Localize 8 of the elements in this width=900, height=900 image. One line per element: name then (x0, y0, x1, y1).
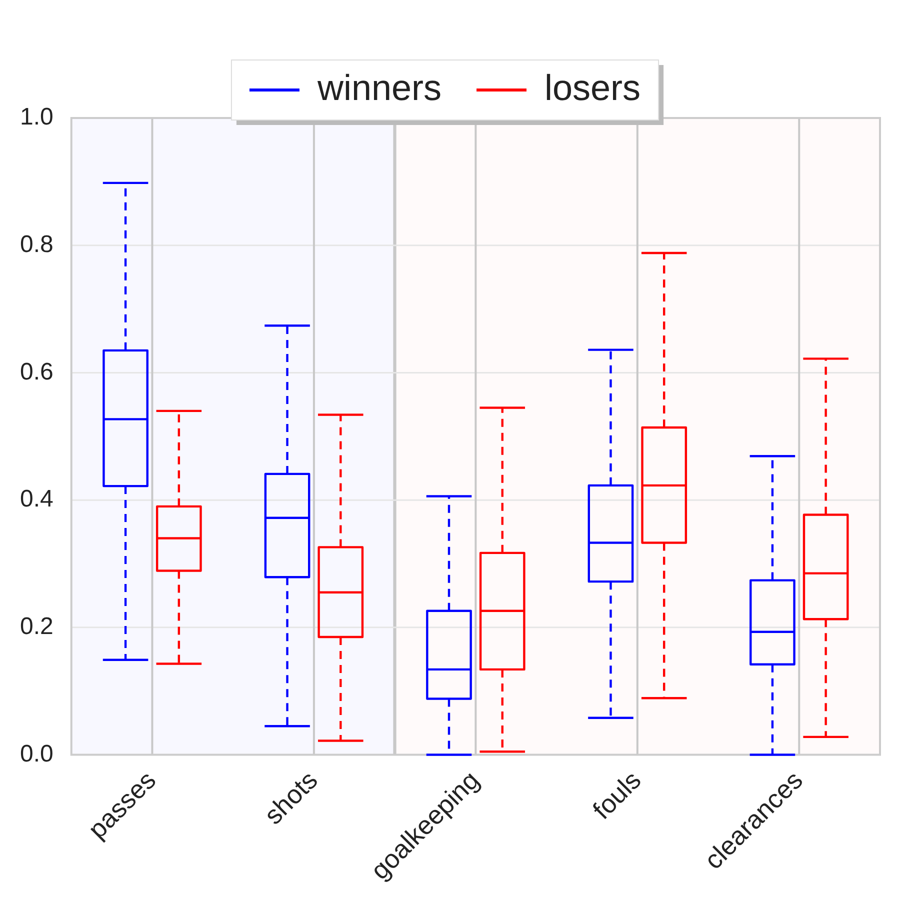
y-tick-label: 0.6 (20, 358, 54, 386)
y-tick-label: 0.8 (20, 230, 54, 258)
y-tick-label: 0.4 (20, 486, 54, 513)
legend-label: winners (316, 66, 442, 108)
y-tick-label: 0.0 (20, 740, 54, 768)
y-tick-label: 0.2 (20, 613, 54, 640)
legend-label: losers (544, 66, 641, 108)
y-tick-label: 1.0 (20, 104, 54, 131)
